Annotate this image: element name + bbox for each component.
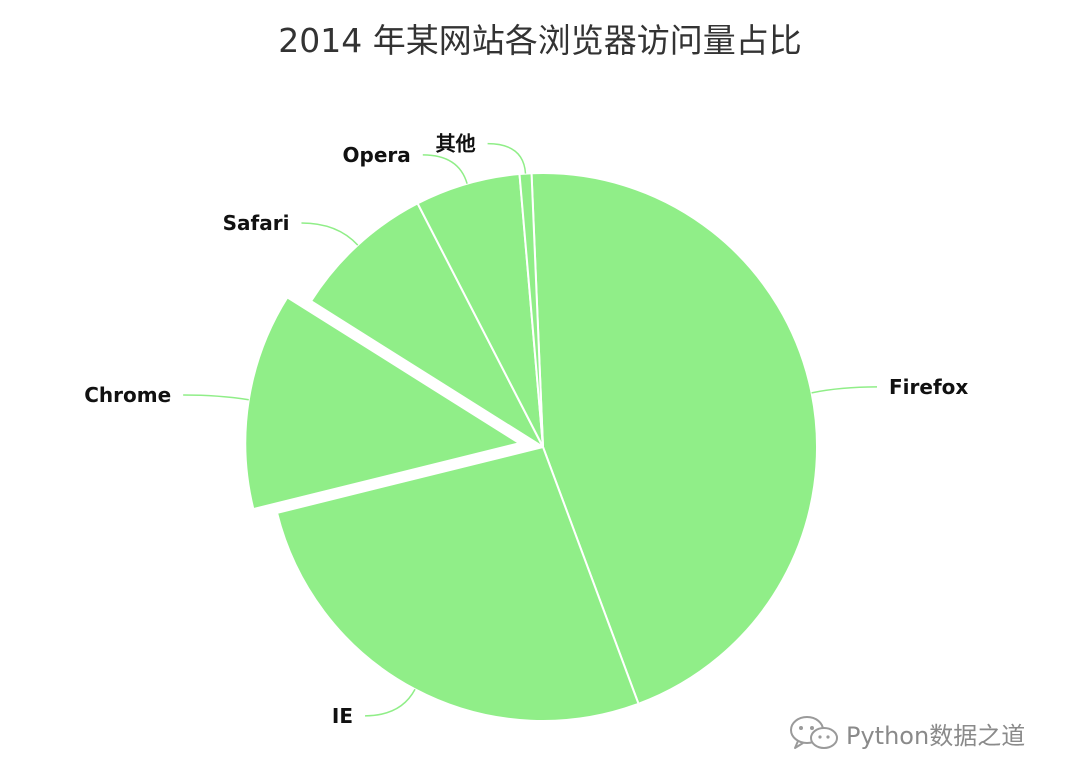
leader-line-chrome (183, 394, 249, 401)
leader-line-safari (301, 222, 359, 246)
wechat-icon (790, 716, 838, 749)
pie-slice-chrome (244, 296, 521, 511)
leader-line-- (487, 142, 527, 174)
pie-slice-- (518, 172, 544, 448)
slice-label-opera: Opera (343, 143, 411, 167)
leader-line-opera (422, 154, 468, 184)
slice-label--: 其他 (436, 132, 476, 156)
slice-label-safari: Safari (223, 211, 290, 235)
leader-line-firefox (811, 386, 878, 394)
slice-label-ie: IE (332, 704, 353, 728)
slice-label-chrome: Chrome (84, 383, 171, 407)
slice-label-firefox: Firefox (889, 375, 968, 399)
leader-line-ie (365, 688, 416, 717)
chart-title: 2014 年某网站各浏览器访问量占比 (278, 21, 802, 60)
pie-slice-firefox (530, 172, 818, 705)
watermark: Python数据之道 (788, 714, 1025, 752)
watermark-text: Python数据之道 (846, 721, 1026, 750)
pie-slice-ie (276, 446, 640, 722)
pie-slice-safari (310, 202, 544, 448)
